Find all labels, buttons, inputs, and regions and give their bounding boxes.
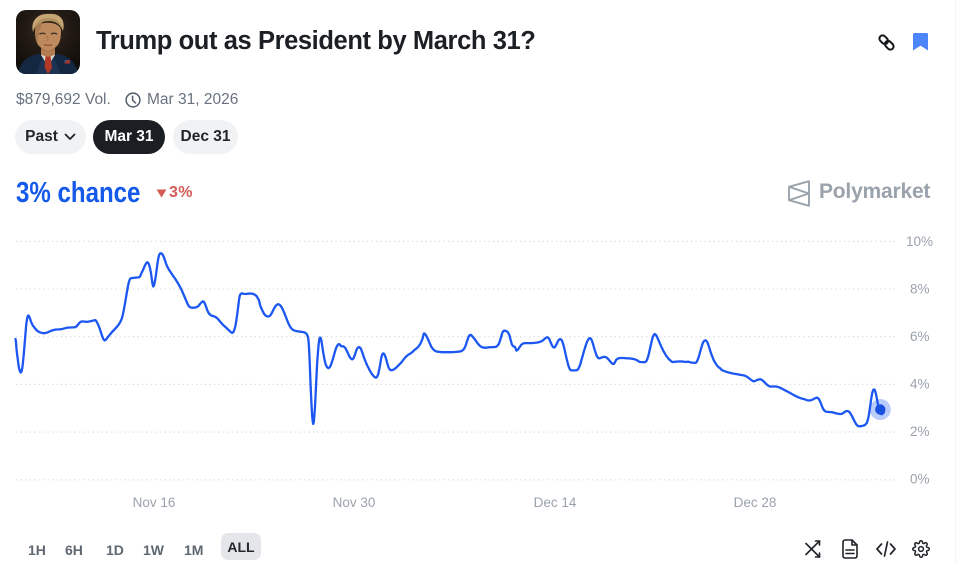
svg-text:Dec 28: Dec 28	[734, 495, 777, 510]
svg-text:Nov 16: Nov 16	[133, 495, 176, 510]
svg-text:Dec 14: Dec 14	[534, 495, 577, 510]
svg-text:2%: 2%	[910, 424, 930, 439]
svg-text:10%: 10%	[906, 234, 933, 249]
svg-text:Nov 30: Nov 30	[333, 495, 376, 510]
svg-text:6%: 6%	[910, 329, 930, 344]
svg-text:4%: 4%	[910, 377, 930, 392]
svg-text:0%: 0%	[910, 472, 930, 487]
svg-text:8%: 8%	[910, 282, 930, 297]
